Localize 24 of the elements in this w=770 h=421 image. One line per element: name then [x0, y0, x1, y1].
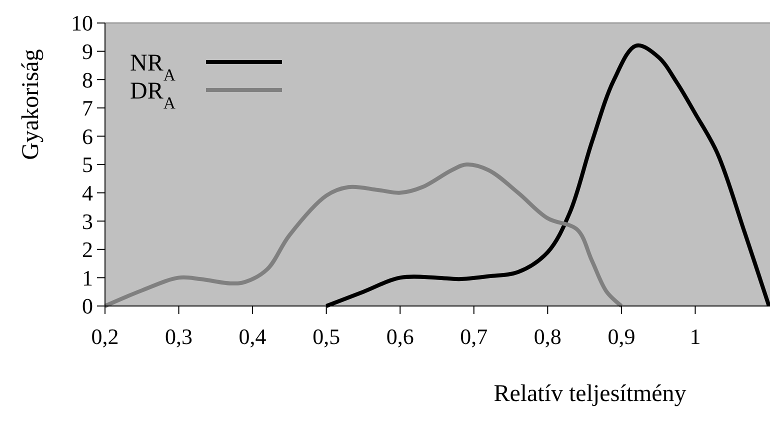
- y-tick-label: 10: [71, 10, 93, 36]
- legend-label: NR$_{A}$: [130, 50, 176, 84]
- y-tick-label: 7: [82, 96, 93, 121]
- x-tick-label: 0,2: [91, 324, 119, 349]
- x-tick-label: 0,8: [534, 324, 562, 349]
- y-tick-label: 9: [82, 39, 93, 64]
- y-axis-title: Gyakoriság: [18, 49, 44, 160]
- x-tick-label: 0,6: [386, 324, 414, 349]
- x-tick-label: 0,9: [608, 324, 636, 349]
- y-tick-label: 1: [82, 265, 93, 290]
- x-tick-label: 1: [690, 324, 701, 349]
- x-tick-label: 0,7: [460, 324, 488, 349]
- x-tick-label: 0,3: [165, 324, 193, 349]
- line-series: [103, 162, 624, 308]
- y-tick-label: 3: [82, 208, 93, 234]
- y-tick-label: 6: [82, 124, 93, 149]
- y-tick-label: 5: [82, 152, 93, 178]
- x-tick-label: 0,5: [312, 324, 340, 349]
- y-tick-label: 0: [82, 294, 93, 319]
- x-axis-title: Relatív teljesítmény: [494, 381, 686, 407]
- y-tick-label: 4: [82, 180, 93, 206]
- y-tick-label: 8: [82, 67, 93, 92]
- y-tick-label: 2: [82, 237, 93, 262]
- x-tick-label: 0,4: [238, 324, 266, 349]
